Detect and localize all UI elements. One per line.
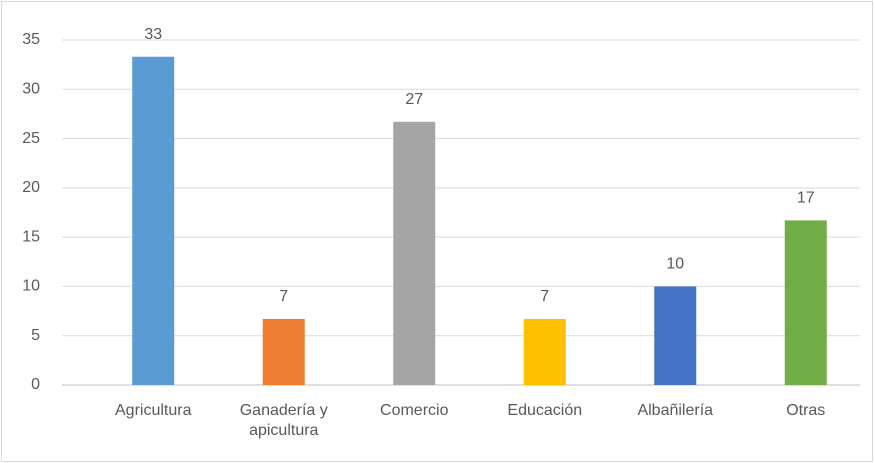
y-tick-label: 10 xyxy=(22,278,40,295)
bar xyxy=(132,56,175,385)
y-tick-label: 5 xyxy=(31,327,40,344)
x-tick-label: Ganadería y apicultura xyxy=(239,402,328,439)
data-label: 10 xyxy=(666,256,684,273)
x-tick-label: Albañilería xyxy=(637,402,714,419)
data-label: 17 xyxy=(797,190,815,207)
y-tick-label: 25 xyxy=(22,130,40,147)
x-tick-label: Comercio xyxy=(380,402,449,419)
y-tick-label: 20 xyxy=(22,179,40,196)
bar xyxy=(393,121,436,386)
data-label: 7 xyxy=(279,288,288,305)
x-tick-label: Educación xyxy=(507,402,583,419)
data-label: 33 xyxy=(144,26,162,43)
y-tick-label: 0 xyxy=(31,376,40,393)
data-label: 27 xyxy=(405,91,423,108)
y-tick-label: 35 xyxy=(22,31,40,48)
data-label: 7 xyxy=(540,288,549,305)
y-tick-label: 15 xyxy=(22,228,40,245)
x-tick-label: Agricultura xyxy=(115,402,192,419)
y-tick-label: 30 xyxy=(22,81,40,98)
bar xyxy=(523,318,566,385)
bar xyxy=(262,318,305,385)
bar xyxy=(784,220,827,385)
x-tick-label: Otras xyxy=(786,402,826,419)
bar xyxy=(654,286,697,385)
